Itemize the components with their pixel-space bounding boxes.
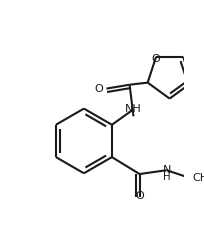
Text: O: O bbox=[94, 83, 103, 93]
Text: O: O bbox=[135, 191, 143, 201]
Text: CH₃: CH₃ bbox=[191, 173, 204, 183]
Text: NH: NH bbox=[124, 104, 141, 114]
Text: O: O bbox=[151, 54, 160, 64]
Text: N: N bbox=[162, 165, 170, 175]
Text: H: H bbox=[162, 172, 170, 182]
